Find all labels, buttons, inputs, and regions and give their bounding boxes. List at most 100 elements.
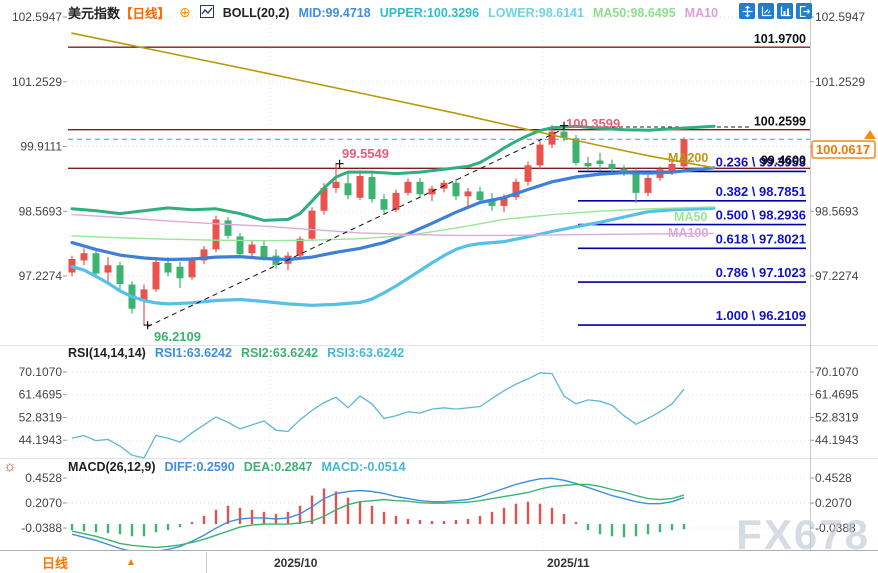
candle-up bbox=[536, 144, 544, 166]
boll-lower-line bbox=[70, 206, 716, 307]
axis-tick-label: 99.9111 bbox=[20, 140, 62, 154]
axis-tick-label: 0.2070 bbox=[25, 496, 62, 510]
candle-up bbox=[392, 192, 400, 210]
rsi3-value: RSI3:63.6242 bbox=[327, 346, 405, 360]
candle-down bbox=[224, 220, 232, 236]
fib-label: 1.000 \ 96.2109 bbox=[716, 308, 806, 323]
rsi-axis-left: 70.1070 61.4695 52.8319 44.1943 bbox=[19, 365, 63, 447]
axis-tick-label: 101.2529 bbox=[815, 75, 865, 89]
axis-tick-label: 61.4695 bbox=[19, 388, 63, 402]
price-axis-left: 102.5947 101.2529 99.9111 98.5693 97.2274 bbox=[12, 10, 62, 283]
boll-upper-value: UPPER:100.3296 bbox=[379, 5, 480, 20]
candle-down bbox=[116, 265, 124, 285]
candle-up bbox=[644, 177, 652, 193]
candle-up bbox=[308, 210, 316, 239]
candle-up bbox=[680, 139, 688, 167]
overlay-lines: MA200 MA50 MA100 bbox=[70, 32, 716, 307]
macd-dea-line bbox=[71, 483, 685, 549]
macd-histogram bbox=[70, 488, 686, 538]
rsi-line bbox=[71, 372, 685, 459]
timeframe-selector-label: 日线 bbox=[42, 556, 69, 571]
ma200-line bbox=[71, 32, 715, 169]
axis-tick-label: 98.5693 bbox=[815, 204, 859, 218]
candle-down bbox=[608, 163, 616, 169]
macd-dea-value: DEA:0.2847 bbox=[243, 460, 313, 474]
macd-settings-icon[interactable]: ☼ bbox=[3, 458, 17, 475]
current-price-badge: 100.0617 bbox=[811, 130, 876, 159]
candle-down bbox=[560, 131, 568, 138]
macd-diff-value: DIFF:0.2590 bbox=[164, 460, 235, 474]
ma10-value: MA10 bbox=[684, 5, 719, 20]
chart-type-icon[interactable] bbox=[199, 4, 214, 21]
candle-down bbox=[584, 162, 592, 167]
price-annotation: 100.3599 bbox=[566, 116, 620, 131]
date-tick-label: 2025/11 bbox=[547, 556, 590, 570]
candle-down bbox=[620, 168, 628, 173]
candle-up bbox=[188, 260, 196, 278]
axis-tick-label: 0.4528 bbox=[815, 471, 852, 485]
fib-retracement: 0.236 \ 99.3953 0.382 \ 98.7851 0.500 \ 98… bbox=[578, 154, 806, 326]
timeframe-selector-button[interactable]: 日线 ▲ bbox=[0, 552, 207, 573]
candle-up bbox=[104, 265, 112, 273]
price-annotation: 96.2109 bbox=[154, 329, 201, 344]
fib-label: 0.382 \ 98.7851 bbox=[716, 184, 806, 199]
candle-up bbox=[464, 191, 472, 197]
rsi2-value: RSI2:63.6242 bbox=[240, 346, 319, 360]
candle-down bbox=[452, 182, 460, 197]
current-price-value: 100.0617 bbox=[816, 142, 870, 157]
candle-up bbox=[296, 238, 304, 256]
candle-down bbox=[572, 138, 580, 163]
candle-down bbox=[476, 191, 484, 201]
main-grid bbox=[63, 16, 814, 344]
candle-down bbox=[260, 245, 268, 258]
macd-axis-left: 0.4528 0.2070 -0.0388 bbox=[21, 471, 62, 535]
timeframe-tag: 【日线】 bbox=[120, 7, 171, 21]
axis-tick-label: -0.0388 bbox=[21, 521, 62, 535]
candle-up bbox=[500, 197, 508, 206]
axis-tick-label: 44.1943 bbox=[815, 433, 859, 447]
level-line-label: 100.2599 bbox=[754, 115, 806, 129]
pan-tool-button[interactable] bbox=[739, 3, 755, 19]
candle-down bbox=[596, 160, 604, 164]
candle-up bbox=[524, 165, 532, 182]
axis-tick-label: 70.1070 bbox=[19, 365, 63, 379]
ma200-tag: MA200 bbox=[668, 151, 708, 165]
candle-down bbox=[236, 236, 244, 255]
rsi-pane-header: RSI(14,14,14) RSI1:63.6242 RSI2:63.6242 … bbox=[68, 346, 404, 360]
candle-up bbox=[428, 188, 436, 195]
ma100-line bbox=[71, 213, 715, 237]
candle-down bbox=[488, 200, 496, 206]
macd-indicator-name: MACD(26,12,9) bbox=[68, 460, 156, 474]
ma50-line bbox=[71, 206, 715, 242]
fib-label: 0.618 \ 97.8021 bbox=[716, 231, 806, 246]
candle-up bbox=[140, 289, 148, 302]
candle-down bbox=[176, 266, 184, 279]
axis-tick-label: 102.5947 bbox=[12, 10, 62, 24]
candle-up bbox=[212, 219, 220, 250]
time-axis-bar: 日线 ▲ 2025/10 2025/11 bbox=[0, 550, 878, 573]
add-indicator-icon[interactable]: ⊕ bbox=[179, 4, 191, 20]
axis-zoom-icon bbox=[761, 6, 771, 16]
axis-tick-label: 44.1943 bbox=[19, 433, 63, 447]
exit-tool-button[interactable] bbox=[796, 3, 812, 19]
axis-tick-label: 98.5693 bbox=[19, 204, 63, 218]
main-pane-header: 美元指数【日线】 ⊕ BOLL(20,2) MID:99.4718 UPPER:… bbox=[68, 3, 718, 22]
symbol-title: 美元指数【日线】 bbox=[68, 3, 170, 22]
rsi-grid bbox=[63, 360, 814, 456]
axis-tick-label: 70.1070 bbox=[815, 365, 859, 379]
candle-up bbox=[80, 253, 88, 261]
axis-tick-label: 97.2274 bbox=[815, 269, 859, 283]
candle-up bbox=[152, 261, 160, 290]
candle-up bbox=[356, 176, 364, 198]
axis-tick-label: -0.0388 bbox=[815, 521, 856, 535]
axis-scale-icon bbox=[780, 6, 790, 16]
candle-up bbox=[332, 181, 340, 189]
fib-label: 0.236 \ 99.3953 bbox=[716, 154, 806, 169]
axis-scale-tool-button[interactable] bbox=[777, 3, 793, 19]
level-line-label: 101.9700 bbox=[754, 32, 806, 46]
price-annotation: 99.5549 bbox=[342, 146, 389, 161]
axis-zoom-tool-button[interactable] bbox=[758, 3, 774, 19]
exit-icon bbox=[799, 5, 810, 17]
